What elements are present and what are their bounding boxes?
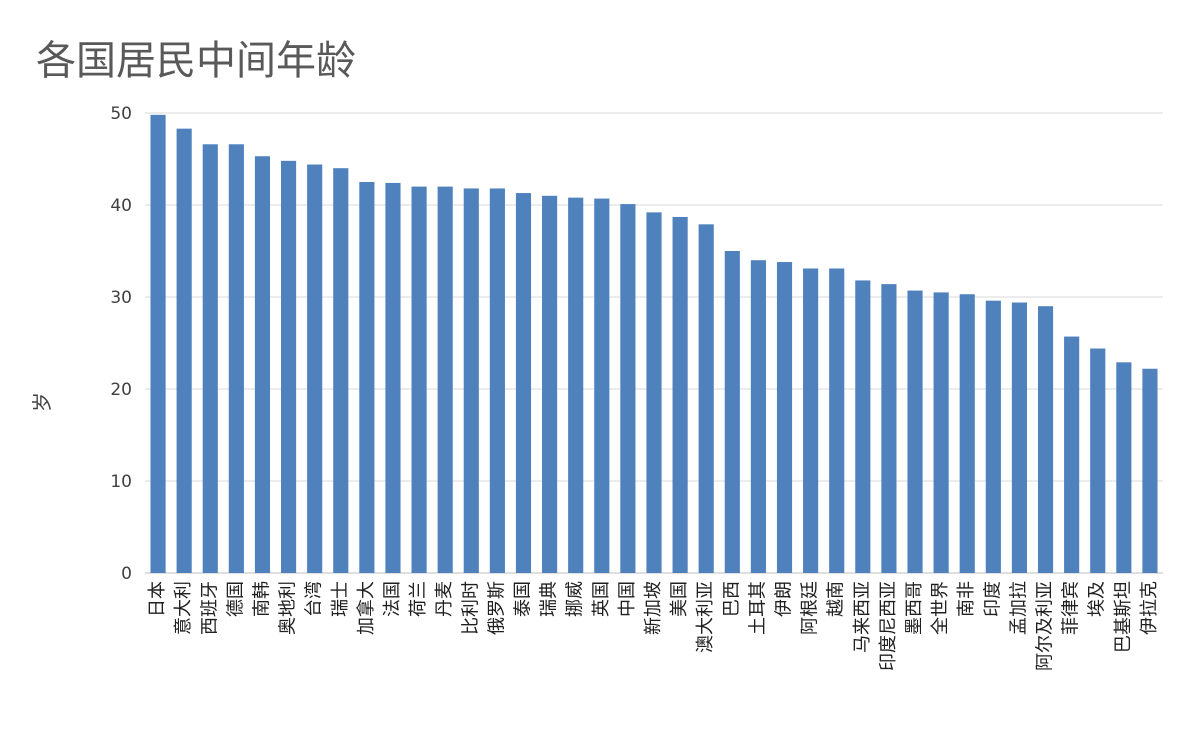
bar xyxy=(359,182,375,573)
x-tick-label: 越南 xyxy=(826,581,847,617)
bar xyxy=(228,144,244,573)
bar xyxy=(202,144,218,573)
bar xyxy=(176,128,192,573)
y-tick-label: 40 xyxy=(110,196,132,216)
x-axis-ticks: 日本 意大利 西班牙 德国 南韩 奥地利 台湾 瑞士 加拿大 法国 荷兰 丹麦 比利时 俄罗斯 泰国 瑞典 挪威… xyxy=(147,581,1160,671)
x-tick-label: 西班牙 xyxy=(199,581,220,635)
x-tick-label: 孟加拉 xyxy=(1008,581,1029,635)
x-tick-label: 全世界 xyxy=(930,581,951,635)
bar xyxy=(959,294,975,573)
x-tick-label: 英国 xyxy=(591,581,612,617)
y-tick-label: 20 xyxy=(110,380,132,400)
x-tick-label: 伊朗 xyxy=(774,581,795,617)
bar xyxy=(698,224,714,573)
bar xyxy=(489,188,505,573)
x-tick-label: 墨西哥 xyxy=(904,581,925,635)
bar xyxy=(855,280,871,573)
y-axis-label: 岁 xyxy=(30,392,54,412)
x-tick-label: 台湾 xyxy=(304,581,325,617)
bar xyxy=(620,204,636,573)
bar xyxy=(933,292,949,573)
bar xyxy=(750,260,766,573)
bar xyxy=(646,212,662,574)
bar xyxy=(568,197,584,573)
x-tick-label: 澳大利亚 xyxy=(695,581,716,653)
x-tick-label: 荷兰 xyxy=(408,581,429,617)
x-tick-label: 南韩 xyxy=(251,581,272,617)
x-tick-label: 马来西亚 xyxy=(852,581,873,653)
x-tick-label: 美国 xyxy=(669,581,690,617)
bar xyxy=(881,284,897,573)
x-tick-label: 埃及 xyxy=(1087,581,1108,617)
x-tick-label: 俄罗斯 xyxy=(486,581,507,635)
bar xyxy=(985,300,1001,573)
bar xyxy=(594,198,610,573)
bar xyxy=(463,188,479,573)
x-tick-label: 阿根廷 xyxy=(800,581,821,635)
bar xyxy=(1090,348,1106,573)
bar xyxy=(515,193,532,574)
x-tick-label: 德国 xyxy=(225,581,246,617)
bar xyxy=(254,156,271,574)
bar xyxy=(776,262,793,573)
bar xyxy=(280,160,297,573)
bar xyxy=(307,164,323,573)
y-tick-label: 0 xyxy=(121,564,132,584)
x-tick-label: 意大利 xyxy=(173,581,194,635)
bar xyxy=(542,195,558,574)
y-axis-ticks: 0 10 20 30 40 50 xyxy=(110,104,132,584)
x-tick-label: 瑞典 xyxy=(539,581,560,617)
bar xyxy=(1037,306,1054,573)
bar xyxy=(829,268,845,573)
x-tick-label: 印度尼西亚 xyxy=(878,581,899,671)
y-tick-label: 50 xyxy=(110,104,132,124)
bar xyxy=(907,290,923,573)
bar xyxy=(1064,336,1080,573)
bar xyxy=(437,186,453,573)
bar xyxy=(724,251,740,573)
bar xyxy=(1011,302,1028,573)
x-tick-label: 加拿大 xyxy=(355,581,377,635)
x-tick-label: 印度 xyxy=(982,581,1003,617)
bar xyxy=(672,216,688,573)
chart-title: 各国居民中间年龄 xyxy=(36,38,356,84)
bars xyxy=(150,114,1158,574)
x-tick-label: 丹麦 xyxy=(434,581,455,617)
y-tick-label: 10 xyxy=(110,472,132,492)
x-tick-label: 比利时 xyxy=(460,581,481,635)
x-tick-label: 土耳其 xyxy=(747,581,768,635)
bar xyxy=(385,182,401,574)
bar xyxy=(1142,368,1158,573)
x-tick-label: 瑞士 xyxy=(330,581,351,617)
x-tick-label: 菲律宾 xyxy=(1061,581,1082,635)
x-tick-label: 中国 xyxy=(617,581,638,617)
bar xyxy=(150,114,166,573)
x-tick-label: 阿尔及利亚 xyxy=(1035,581,1056,671)
x-tick-label: 日本 xyxy=(147,581,168,617)
bar xyxy=(333,168,349,573)
bar xyxy=(803,268,819,573)
x-tick-label: 法国 xyxy=(382,581,403,617)
x-tick-label: 奥地利 xyxy=(278,581,299,635)
x-tick-label: 泰国 xyxy=(512,581,533,617)
x-tick-label: 巴基斯坦 xyxy=(1113,581,1134,653)
bar xyxy=(411,186,427,573)
x-tick-label: 挪威 xyxy=(565,581,586,617)
x-tick-label: 巴西 xyxy=(721,581,742,617)
x-tick-label: 南非 xyxy=(956,581,977,617)
x-tick-label: 新加坡 xyxy=(643,581,664,635)
x-tick-label: 伊拉克 xyxy=(1139,581,1160,635)
bar xyxy=(1116,362,1132,573)
y-tick-label: 30 xyxy=(110,288,132,308)
